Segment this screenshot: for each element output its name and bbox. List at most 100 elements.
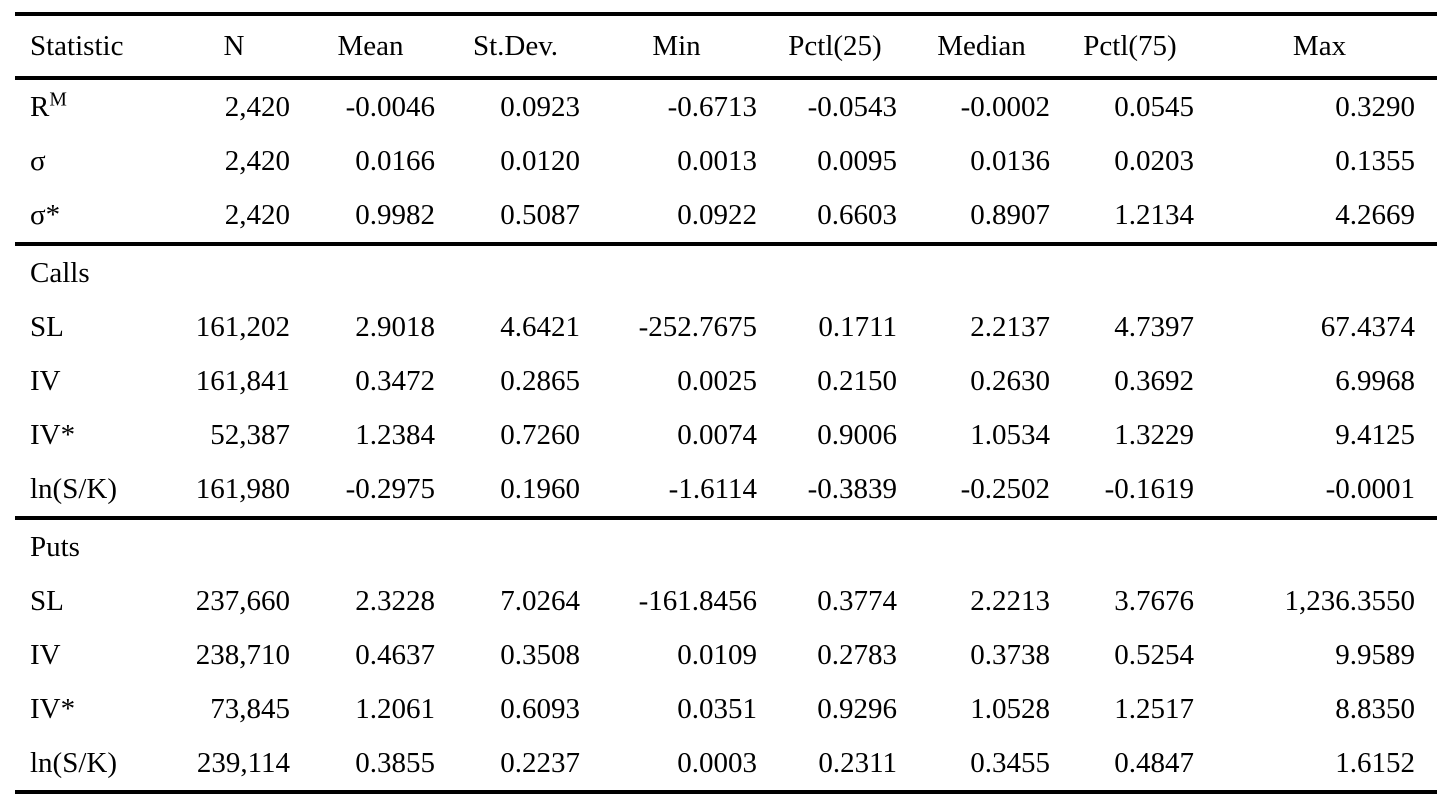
table-row: RM 2,420 -0.0046 0.0923 -0.6713 -0.0543 -0.000… bbox=[15, 78, 1437, 134]
row-label: IV bbox=[15, 354, 170, 408]
summary-statistics-table: Statistic N Mean St.Dev. Min Pctl(25) Me… bbox=[15, 12, 1437, 794]
value-cell: 0.3774 bbox=[817, 584, 897, 617]
value-cell: 52,387 bbox=[210, 418, 290, 451]
value-cell: 1.2384 bbox=[355, 418, 435, 451]
value-cell: 2.3228 bbox=[355, 584, 435, 617]
section-header-calls: Calls bbox=[15, 242, 1437, 300]
column-header-mean: Mean bbox=[298, 14, 443, 80]
column-header-max: Max bbox=[1202, 14, 1437, 80]
value-cell: 4.2669 bbox=[1335, 198, 1415, 231]
value-cell: 3.7676 bbox=[1114, 584, 1194, 617]
value-cell: 0.7260 bbox=[500, 418, 580, 451]
row-label-text: ln(S/K) bbox=[30, 746, 117, 779]
column-header-median: Median bbox=[905, 14, 1058, 80]
row-label-text: ln(S/K) bbox=[30, 472, 117, 505]
column-header-n: N bbox=[170, 14, 298, 80]
value-cell: 0.0923 bbox=[500, 90, 580, 123]
value-cell: 237,660 bbox=[195, 584, 290, 617]
value-cell: 6.9968 bbox=[1335, 364, 1415, 397]
value-cell: 2,420 bbox=[224, 144, 290, 177]
row-label: σ bbox=[15, 134, 170, 188]
value-cell: 0.3508 bbox=[500, 638, 580, 671]
value-cell: -0.2502 bbox=[960, 472, 1050, 505]
value-cell: -0.0002 bbox=[960, 90, 1050, 123]
table-row: σ 2,420 0.0166 0.0120 0.0013 0.0095 0.0136 0.02… bbox=[15, 134, 1437, 188]
value-cell: 0.9296 bbox=[817, 692, 897, 725]
row-label: RM bbox=[15, 78, 170, 134]
value-cell: 0.0109 bbox=[677, 638, 757, 671]
value-cell: 1,236.3550 bbox=[1284, 584, 1416, 617]
value-cell: 0.2237 bbox=[500, 746, 580, 779]
table-row: SL 237,660 2.3228 7.0264 -161.8456 0.3774 2.22… bbox=[15, 574, 1437, 628]
value-cell: 0.0166 bbox=[355, 144, 435, 177]
row-label: IV* bbox=[15, 408, 170, 462]
row-label-text: R bbox=[30, 90, 50, 123]
value-cell: 0.0136 bbox=[970, 144, 1050, 177]
value-cell: 0.2150 bbox=[817, 364, 897, 397]
value-cell: 0.2783 bbox=[817, 638, 897, 671]
row-label: ln(S/K) bbox=[15, 736, 170, 792]
value-cell: 67.4374 bbox=[1320, 310, 1415, 343]
value-cell: 0.6093 bbox=[500, 692, 580, 725]
value-cell: 0.0095 bbox=[817, 144, 897, 177]
value-cell: 2.9018 bbox=[355, 310, 435, 343]
value-cell: 0.5087 bbox=[500, 198, 580, 231]
value-cell: 0.0922 bbox=[677, 198, 757, 231]
row-label: ln(S/K) bbox=[15, 462, 170, 518]
value-cell: 4.6421 bbox=[500, 310, 580, 343]
value-cell: 0.2630 bbox=[970, 364, 1050, 397]
value-cell: 1.2061 bbox=[355, 692, 435, 725]
value-cell: 0.5254 bbox=[1114, 638, 1194, 671]
value-cell: 7.0264 bbox=[500, 584, 580, 617]
value-cell: 0.3472 bbox=[355, 364, 435, 397]
value-cell: 4.7397 bbox=[1114, 310, 1194, 343]
value-cell: 0.0025 bbox=[677, 364, 757, 397]
value-cell: 9.9589 bbox=[1335, 638, 1415, 671]
table-row: ln(S/K) 239,114 0.3855 0.2237 0.0003 0.2311 0.… bbox=[15, 736, 1437, 792]
value-cell: 0.0013 bbox=[677, 144, 757, 177]
row-label-text: IV bbox=[30, 364, 61, 397]
value-cell: 0.9982 bbox=[355, 198, 435, 231]
row-label-text: SL bbox=[30, 310, 64, 343]
column-header-pctl75: Pctl(75) bbox=[1058, 14, 1202, 80]
table-row: IV 161,841 0.3472 0.2865 0.0025 0.2150 0.2630 0… bbox=[15, 354, 1437, 408]
value-cell: 1.0528 bbox=[970, 692, 1050, 725]
value-cell: 2.2137 bbox=[970, 310, 1050, 343]
value-cell: 0.3855 bbox=[355, 746, 435, 779]
value-cell: -161.8456 bbox=[638, 584, 757, 617]
value-cell: 0.0120 bbox=[500, 144, 580, 177]
section-row-calls: Calls bbox=[15, 242, 1437, 300]
section-row-puts: Puts bbox=[15, 516, 1437, 574]
table-row: IV* 52,387 1.2384 0.7260 0.0074 0.9006 1.0534 1… bbox=[15, 408, 1437, 462]
value-cell: 1.2517 bbox=[1114, 692, 1194, 725]
value-cell: 0.0351 bbox=[677, 692, 757, 725]
value-cell: 1.0534 bbox=[970, 418, 1050, 451]
value-cell: 238,710 bbox=[195, 638, 290, 671]
value-cell: 0.9006 bbox=[817, 418, 897, 451]
value-cell: 0.0074 bbox=[677, 418, 757, 451]
value-cell: 1.2134 bbox=[1114, 198, 1194, 231]
value-cell: 0.4637 bbox=[355, 638, 435, 671]
value-cell: -0.0046 bbox=[345, 90, 435, 123]
row-label: σ* bbox=[15, 188, 170, 244]
value-cell: 0.1355 bbox=[1335, 144, 1415, 177]
column-header-min: Min bbox=[588, 14, 765, 80]
table-row: σ* 2,420 0.9982 0.5087 0.0922 0.6603 0.8907 1.2… bbox=[15, 188, 1437, 244]
row-label-superscript: M bbox=[49, 87, 67, 110]
row-label-text: IV* bbox=[30, 418, 76, 451]
value-cell: 161,980 bbox=[195, 472, 290, 505]
value-cell: 1.3229 bbox=[1114, 418, 1194, 451]
value-cell: 0.2311 bbox=[818, 746, 897, 779]
value-cell: -252.7675 bbox=[638, 310, 757, 343]
value-cell: 0.3290 bbox=[1335, 90, 1415, 123]
row-label-text: SL bbox=[30, 584, 64, 617]
value-cell: 0.3455 bbox=[970, 746, 1050, 779]
value-cell: 0.1711 bbox=[818, 310, 897, 343]
row-label: IV bbox=[15, 628, 170, 682]
value-cell: 0.0545 bbox=[1114, 90, 1194, 123]
value-cell: -0.0543 bbox=[807, 90, 897, 123]
value-cell: 1.6152 bbox=[1335, 746, 1415, 779]
row-label: SL bbox=[15, 574, 170, 628]
value-cell: -0.6713 bbox=[667, 90, 757, 123]
table-row: SL 161,202 2.9018 4.6421 -252.7675 0.1711 2.21… bbox=[15, 300, 1437, 354]
